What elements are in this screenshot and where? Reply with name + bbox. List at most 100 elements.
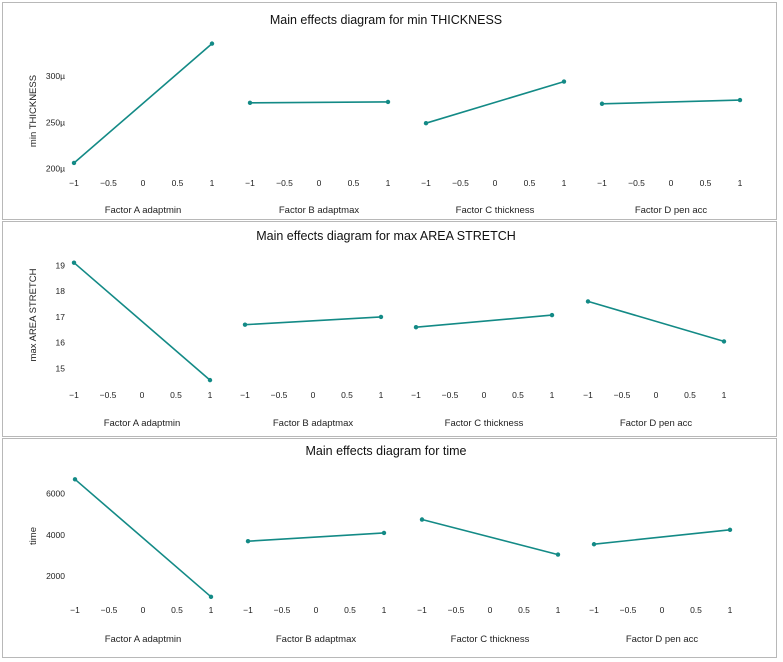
- x-tick-label: 0: [311, 390, 316, 400]
- x-tick-label: −0.5: [274, 605, 291, 615]
- x-axis-label: Factor A adaptmin: [105, 634, 182, 645]
- x-tick-label: −1: [411, 390, 421, 400]
- x-tick-label: 0: [140, 390, 145, 400]
- x-axis-label: Factor D pen acc: [626, 634, 699, 645]
- data-point: [378, 314, 384, 320]
- data-point: [591, 542, 597, 547]
- data-point: [71, 160, 77, 166]
- y-tick-label: 16: [56, 338, 66, 348]
- data-point: [247, 100, 253, 106]
- x-tick-label: 0: [141, 178, 146, 188]
- x-tick-label: 0: [669, 178, 674, 188]
- x-tick-label: 0.5: [172, 178, 184, 188]
- y-tick-label: 19: [56, 260, 66, 270]
- series-line: [247, 532, 385, 542]
- x-tick-label: 0.5: [344, 605, 356, 615]
- x-tick-label: 0: [493, 178, 498, 188]
- x-tick-label: 1: [562, 178, 567, 188]
- data-point: [561, 79, 567, 84]
- chart-marks: 2000 4000 6000 −1 −0.5 0 0.5 1 Factor A adaptmin…: [46, 477, 733, 645]
- x-axis-label: Factor B adaptmax: [276, 634, 357, 645]
- y-tick-label: 2000: [46, 571, 65, 581]
- data-point: [599, 101, 605, 106]
- x-axis-label: Factor C thickness: [445, 418, 524, 429]
- x-axis-label: Factor A adaptmin: [104, 418, 181, 429]
- data-point: [419, 517, 425, 522]
- data-point: [245, 538, 251, 544]
- series-line: [249, 101, 389, 104]
- data-point: [737, 97, 743, 103]
- data-point: [423, 120, 429, 126]
- x-tick-label: 0.5: [518, 605, 530, 615]
- x-tick-label: 1: [208, 390, 213, 400]
- x-axis-label: Factor D pen acc: [620, 418, 693, 429]
- series-line: [73, 262, 211, 381]
- y-tick-label: 300µ: [46, 71, 65, 81]
- chart-svg-min-thickness: Main effects diagram for min THICKNESS m…: [28, 13, 743, 216]
- x-tick-label: −1: [70, 605, 80, 615]
- data-point: [242, 322, 248, 327]
- x-tick-label: 0.5: [700, 178, 712, 188]
- data-point: [381, 530, 387, 536]
- y-tick-label: 250µ: [46, 117, 65, 127]
- x-tick-label: 0.5: [524, 178, 536, 188]
- data-point: [555, 552, 561, 557]
- x-tick-label: −0.5: [448, 605, 465, 615]
- x-tick-label: 1: [738, 178, 743, 188]
- x-tick-label: −1: [243, 605, 253, 615]
- chart-marks: 15 16 17 18 19 −1 −0.5 0 0.5 1 Factor A adaptmin −1…: [56, 260, 727, 429]
- x-axis-label: Factor C thickness: [451, 634, 530, 645]
- data-point: [727, 527, 733, 533]
- chart-panel-time: Main effects diagram for time time 2000 4…: [2, 438, 777, 658]
- x-tick-label: −1: [69, 390, 79, 400]
- x-tick-label: 0.5: [348, 178, 360, 188]
- series-line: [74, 478, 212, 598]
- series-line: [587, 300, 725, 343]
- x-tick-label: 0: [141, 605, 146, 615]
- x-tick-label: 1: [209, 605, 214, 615]
- x-tick-label: −0.5: [614, 390, 631, 400]
- x-tick-label: 1: [728, 605, 733, 615]
- data-point: [585, 299, 591, 304]
- data-point: [413, 325, 419, 330]
- x-tick-label: −0.5: [271, 390, 288, 400]
- x-tick-label: −0.5: [276, 178, 293, 188]
- x-axis-label: Factor B adaptmax: [273, 418, 354, 429]
- x-tick-label: −1: [421, 178, 431, 188]
- chart-title: Main effects diagram for min THICKNESS: [270, 13, 502, 27]
- x-tick-label: −0.5: [452, 178, 469, 188]
- chart-marks: 200µ 250µ 300µ −1 −0.5 0 0.5 1 Factor A adaptmin…: [46, 41, 743, 216]
- x-tick-label: −1: [417, 605, 427, 615]
- x-tick-label: 1: [550, 390, 555, 400]
- x-axis-label: Factor D pen acc: [635, 205, 708, 216]
- y-tick-label: 6000: [46, 489, 65, 499]
- x-tick-label: −0.5: [100, 178, 117, 188]
- x-tick-label: 1: [722, 390, 727, 400]
- data-point: [209, 41, 215, 46]
- series-line: [244, 316, 382, 326]
- x-tick-label: −1: [597, 178, 607, 188]
- data-point: [208, 594, 214, 600]
- chart-panel-max-area-stretch: Main effects diagram for max AREA STRETC…: [2, 221, 777, 437]
- x-tick-label: 0.5: [341, 390, 353, 400]
- x-tick-label: 0: [488, 605, 493, 615]
- series-line: [415, 314, 553, 328]
- data-point: [72, 477, 78, 482]
- y-axis-label: time: [28, 527, 39, 545]
- x-tick-label: 1: [386, 178, 391, 188]
- data-point: [721, 339, 727, 344]
- x-tick-label: −0.5: [620, 605, 637, 615]
- y-tick-label: 4000: [46, 530, 65, 540]
- x-tick-label: 0: [314, 605, 319, 615]
- y-tick-label: 15: [56, 364, 66, 374]
- x-tick-label: 0.5: [684, 390, 696, 400]
- chart-panel-min-thickness: Main effects diagram for min THICKNESS m…: [2, 2, 777, 220]
- x-axis-label: Factor B adaptmax: [279, 205, 360, 216]
- x-tick-label: 0: [660, 605, 665, 615]
- chart-title: Main effects diagram for max AREA STRETC…: [256, 229, 516, 243]
- x-tick-label: 0: [482, 390, 487, 400]
- x-tick-label: 0.5: [171, 605, 183, 615]
- x-tick-label: 1: [382, 605, 387, 615]
- x-tick-label: 0.5: [170, 390, 182, 400]
- x-tick-label: 0.5: [690, 605, 702, 615]
